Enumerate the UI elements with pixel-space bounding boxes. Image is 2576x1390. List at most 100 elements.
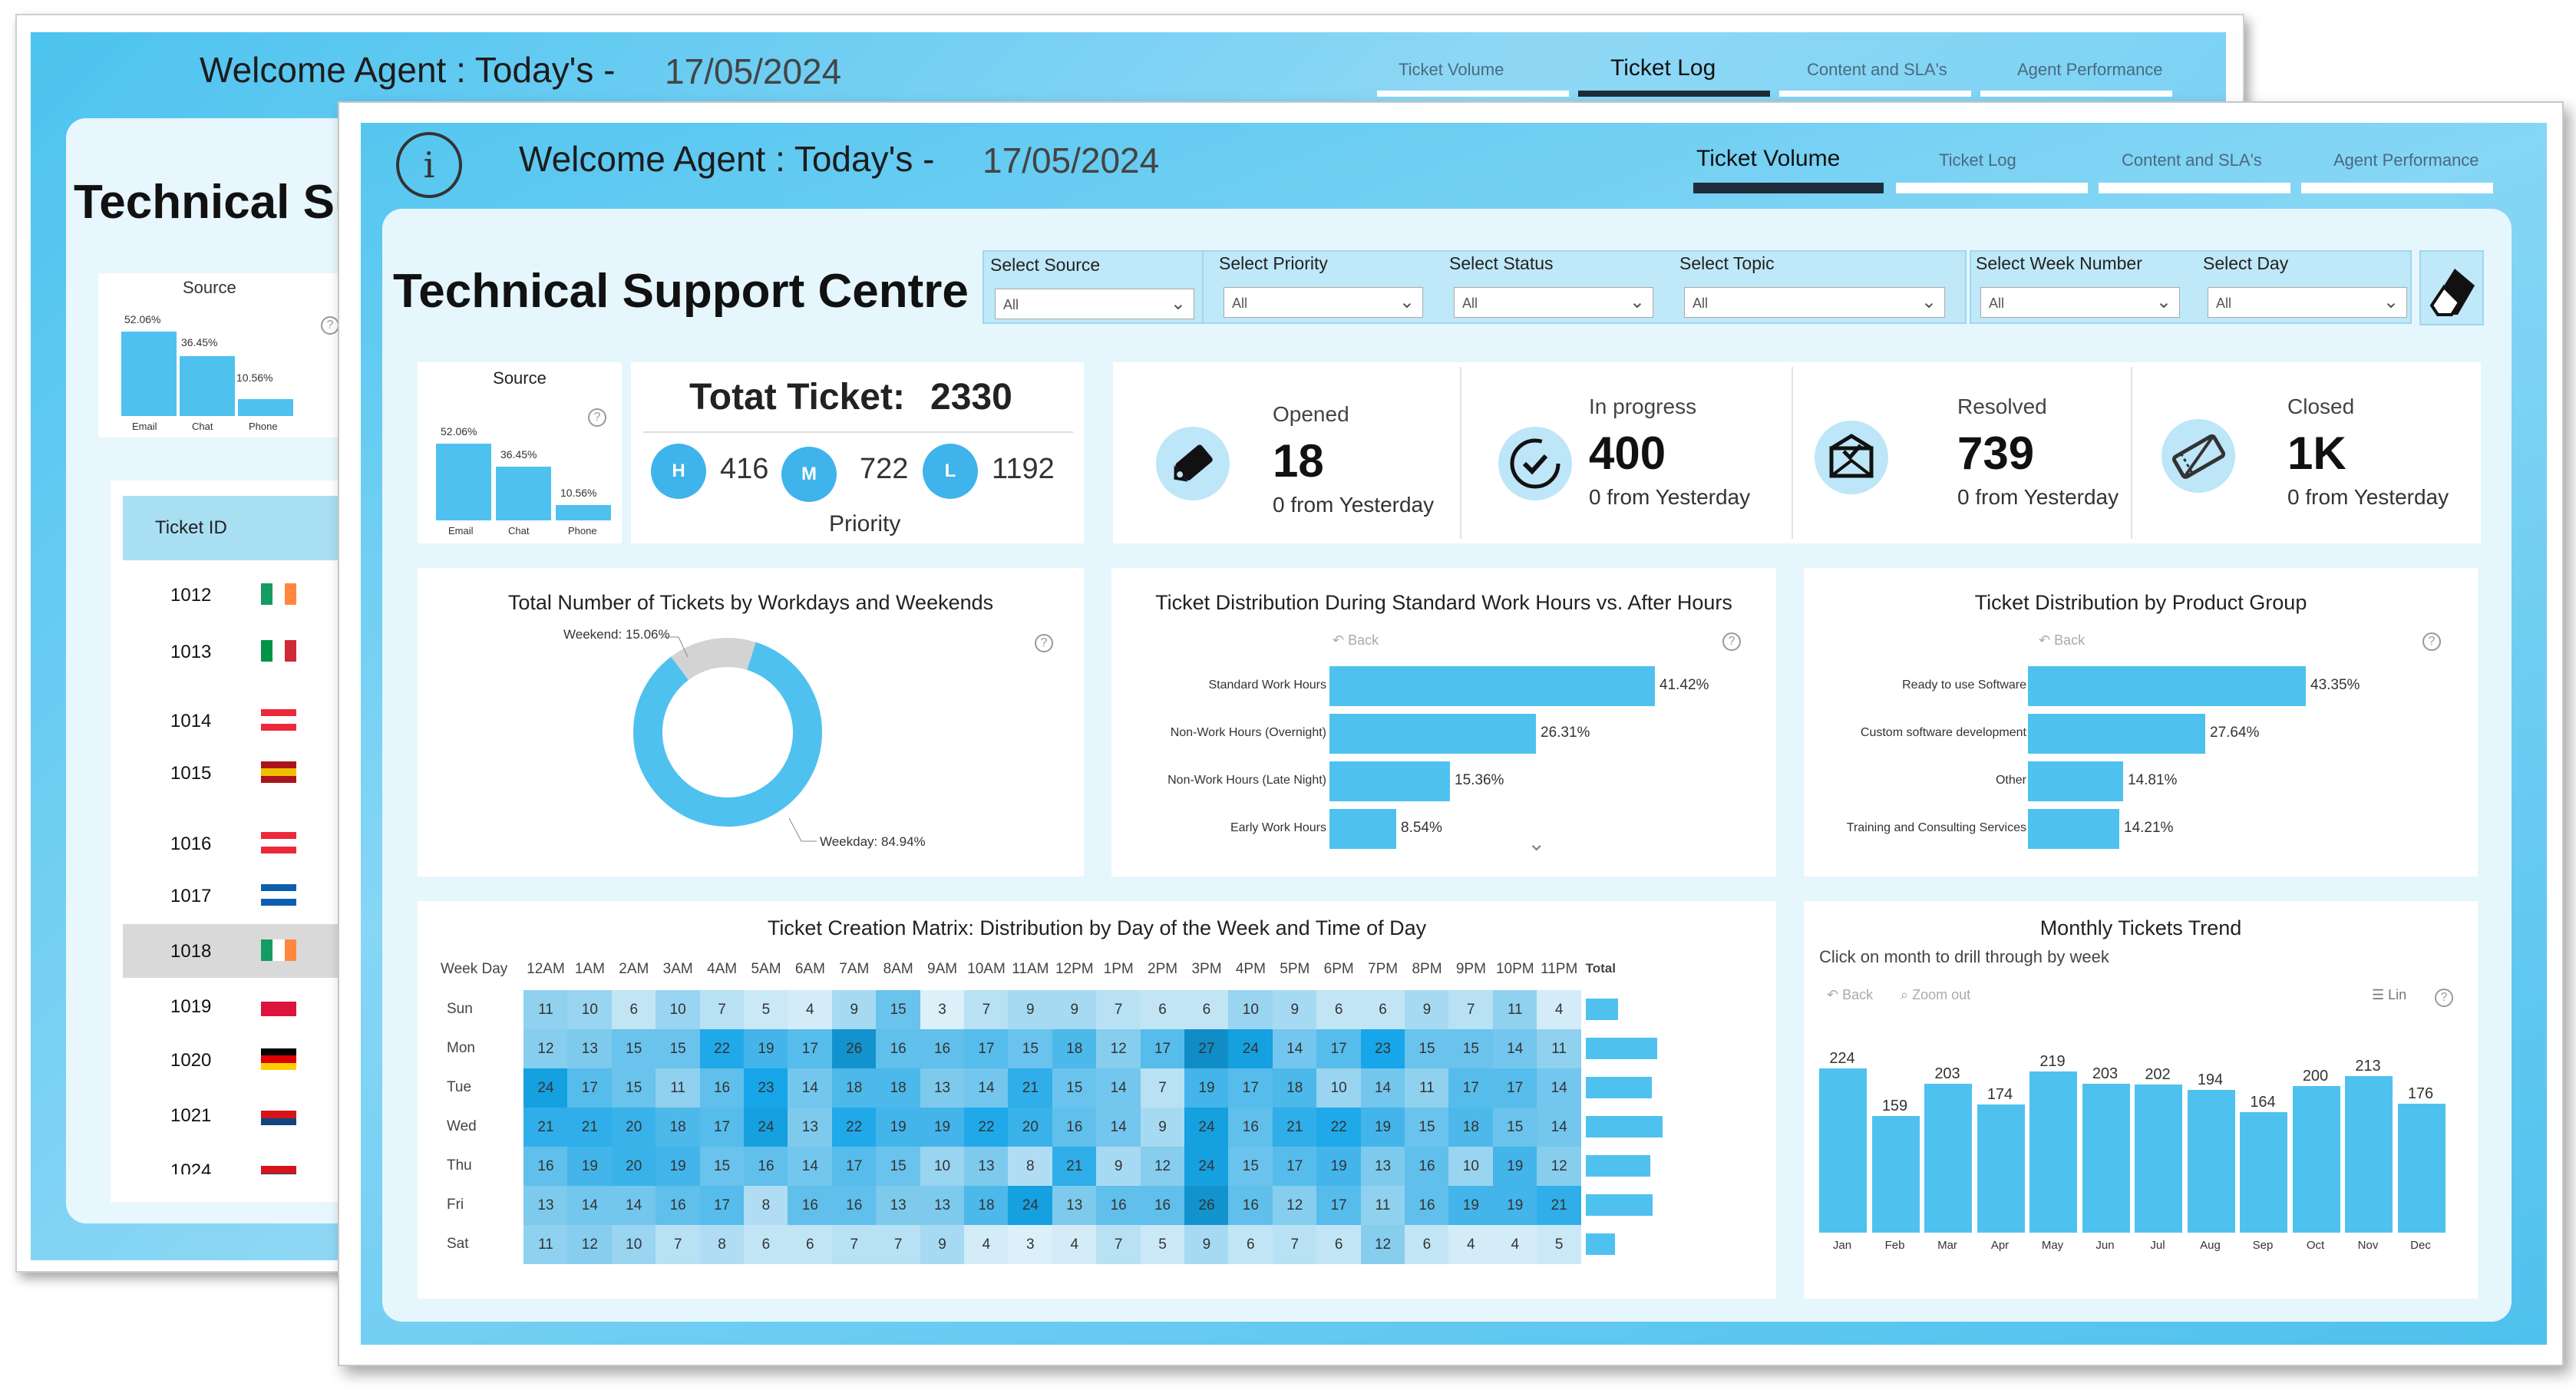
donut-slice-weekday[interactable] bbox=[633, 642, 822, 827]
heatmap-total-bar[interactable] bbox=[1585, 1155, 1650, 1177]
heatmap-cell[interactable]: 18 bbox=[876, 1068, 921, 1108]
heatmap-cell[interactable]: 18 bbox=[656, 1108, 701, 1147]
heatmap-cell[interactable]: 6 bbox=[788, 1225, 833, 1264]
monthly-bar[interactable] bbox=[2135, 1085, 2182, 1233]
tab-content-sla[interactable]: Content and SLA's bbox=[2122, 150, 2262, 170]
heatmap-cell[interactable]: 14 bbox=[1492, 1029, 1537, 1068]
heatmap-cell[interactable]: 13 bbox=[876, 1186, 921, 1225]
heatmap-cell[interactable]: 7 bbox=[656, 1225, 701, 1264]
heatmap-cell[interactable]: 11 bbox=[1360, 1186, 1405, 1225]
heatmap-cell[interactable]: 10 bbox=[920, 1147, 965, 1186]
heatmap-cell[interactable]: 6 bbox=[1360, 990, 1405, 1029]
table-row[interactable]: 1019 bbox=[123, 979, 345, 1033]
heatmap-cell[interactable]: 19 bbox=[744, 1029, 788, 1068]
heatmap-cell[interactable]: 7 bbox=[699, 990, 745, 1029]
heatmap-cell[interactable]: 18 bbox=[1052, 1029, 1097, 1068]
monthly-bar[interactable] bbox=[1977, 1104, 2025, 1233]
heatmap-cell[interactable]: 12 bbox=[523, 1029, 568, 1068]
heatmap-cell[interactable]: 8 bbox=[744, 1186, 788, 1225]
heatmap-cell[interactable]: 16 bbox=[920, 1029, 965, 1068]
heatmap-cell[interactable]: 9 bbox=[1272, 990, 1317, 1029]
heatmap-cell[interactable]: 24 bbox=[1008, 1186, 1053, 1225]
heatmap-cell[interactable]: 14 bbox=[1537, 1108, 1582, 1147]
heatmap-cell[interactable]: 22 bbox=[1316, 1108, 1362, 1147]
heatmap-cell[interactable]: 13 bbox=[788, 1108, 833, 1147]
table-row[interactable]: 1016 bbox=[123, 817, 345, 870]
heatmap-cell[interactable]: 13 bbox=[567, 1029, 613, 1068]
heatmap-cell[interactable]: 23 bbox=[744, 1068, 788, 1108]
heatmap-cell[interactable]: 16 bbox=[744, 1147, 788, 1186]
heatmap-cell[interactable]: 4 bbox=[1537, 990, 1582, 1029]
table-row[interactable]: 1014 bbox=[123, 694, 345, 748]
heatmap-cell[interactable]: 16 bbox=[1405, 1186, 1449, 1225]
table-row[interactable]: 1015 bbox=[123, 746, 345, 800]
source-dropdown[interactable]: All ⌄ bbox=[995, 289, 1194, 319]
back-tab-ticket-volume[interactable]: Ticket Volume bbox=[1399, 60, 1504, 79]
heatmap-cell[interactable]: 16 bbox=[656, 1186, 701, 1225]
heatmap-cell[interactable]: 17 bbox=[1316, 1029, 1362, 1068]
heatmap-cell[interactable]: 6 bbox=[1184, 990, 1229, 1029]
heatmap-cell[interactable]: 14 bbox=[567, 1186, 613, 1225]
help-icon[interactable]: ? bbox=[588, 408, 606, 427]
heatmap-cell[interactable]: 15 bbox=[1448, 1029, 1494, 1068]
heatmap-cell[interactable]: 12 bbox=[1140, 1147, 1185, 1186]
priority-slicer[interactable]: Select Priority All ⌄ bbox=[1213, 250, 1434, 324]
heatmap-cell[interactable]: 11 bbox=[523, 990, 568, 1029]
heatmap-cell[interactable]: 21 bbox=[1272, 1108, 1317, 1147]
heatmap-cell[interactable]: 7 bbox=[1096, 1225, 1141, 1264]
heatmap-cell[interactable]: 13 bbox=[920, 1068, 965, 1108]
help-icon[interactable]: ? bbox=[1722, 632, 1741, 651]
heatmap-cell[interactable]: 17 bbox=[1228, 1068, 1273, 1108]
heatmap-cell[interactable]: 7 bbox=[1096, 990, 1141, 1029]
heatmap-cell[interactable]: 20 bbox=[1008, 1108, 1053, 1147]
back-tab-agent-performance[interactable]: Agent Performance bbox=[2017, 60, 2163, 79]
heatmap-cell[interactable]: 16 bbox=[699, 1068, 745, 1108]
heatmap-cell[interactable]: 5 bbox=[1140, 1225, 1185, 1264]
heatmap-cell[interactable]: 8 bbox=[1008, 1147, 1053, 1186]
source-bar[interactable] bbox=[436, 444, 491, 520]
table-row[interactable]: 1017 bbox=[123, 869, 345, 923]
heatmap-cell[interactable]: 16 bbox=[1228, 1108, 1273, 1147]
priority-dropdown[interactable]: All ⌄ bbox=[1224, 287, 1423, 318]
table-row[interactable]: 1020 bbox=[123, 1033, 345, 1087]
heatmap-cell[interactable]: 14 bbox=[788, 1068, 833, 1108]
heatmap-cell[interactable]: 18 bbox=[1272, 1068, 1317, 1108]
bar[interactable] bbox=[1329, 666, 1655, 706]
help-icon[interactable]: ? bbox=[321, 316, 339, 335]
status-dropdown[interactable]: All ⌄ bbox=[1454, 287, 1653, 318]
heatmap-cell[interactable]: 24 bbox=[744, 1108, 788, 1147]
heatmap-cell[interactable]: 11 bbox=[1492, 990, 1537, 1029]
info-icon[interactable]: i bbox=[396, 132, 462, 198]
heatmap-cell[interactable]: 7 bbox=[1448, 990, 1494, 1029]
heatmap-cell[interactable]: 18 bbox=[964, 1186, 1009, 1225]
heatmap-cell[interactable]: 14 bbox=[1096, 1108, 1141, 1147]
monthly-bar[interactable] bbox=[2292, 1086, 2340, 1233]
heatmap-cell[interactable]: 10 bbox=[656, 990, 701, 1029]
heatmap-cell[interactable]: 19 bbox=[1184, 1068, 1229, 1108]
heatmap-cell[interactable]: 12 bbox=[1537, 1147, 1582, 1186]
heatmap-cell[interactable]: 16 bbox=[1228, 1186, 1273, 1225]
heatmap-cell[interactable]: 14 bbox=[1272, 1029, 1317, 1068]
heatmap-cell[interactable]: 7 bbox=[876, 1225, 921, 1264]
heatmap-cell[interactable]: 10 bbox=[1448, 1147, 1494, 1186]
source-bar[interactable] bbox=[556, 505, 611, 520]
monthly-bar[interactable] bbox=[2187, 1090, 2235, 1233]
status-slicer[interactable]: Select Status All ⌄ bbox=[1443, 250, 1664, 324]
heatmap-cell[interactable]: 12 bbox=[1096, 1029, 1141, 1068]
heatmap-cell[interactable]: 16 bbox=[788, 1186, 833, 1225]
heatmap-cell[interactable]: 18 bbox=[1448, 1108, 1494, 1147]
heatmap-cell[interactable]: 4 bbox=[1448, 1225, 1494, 1264]
heatmap-cell[interactable]: 13 bbox=[1360, 1147, 1405, 1186]
heatmap-cell[interactable]: 19 bbox=[567, 1147, 613, 1186]
donut-slice-weekend[interactable] bbox=[671, 638, 756, 681]
heatmap-cell[interactable]: 17 bbox=[567, 1068, 613, 1108]
source-slicer[interactable]: Select Source All ⌄ bbox=[983, 250, 1204, 324]
chevron-down-icon[interactable]: ⌄ bbox=[1527, 831, 1546, 855]
heatmap-cell[interactable]: 11 bbox=[1405, 1068, 1449, 1108]
clear-filters-button[interactable] bbox=[2419, 250, 2484, 325]
heatmap-cell[interactable]: 16 bbox=[1052, 1108, 1097, 1147]
heatmap-cell[interactable]: 8 bbox=[699, 1225, 745, 1264]
back-tab-content-sla[interactable]: Content and SLA's bbox=[1807, 60, 1947, 79]
monthly-bar[interactable] bbox=[2029, 1071, 2077, 1233]
heatmap-cell[interactable]: 24 bbox=[1184, 1108, 1229, 1147]
